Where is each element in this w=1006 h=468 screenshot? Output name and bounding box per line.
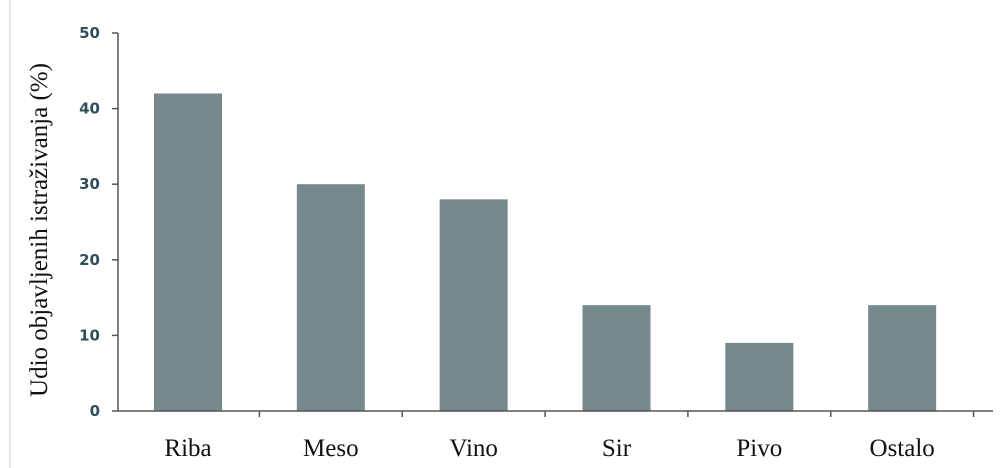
y-tick-label: 0 [90, 402, 100, 420]
y-tick-label: 20 [79, 251, 100, 269]
x-tick-label: Sir [602, 435, 632, 462]
x-tick-label: Pivo [736, 435, 782, 462]
y-axis-ticks: 0 10 20 30 40 50 [79, 24, 118, 420]
x-axis-labels: Riba Meso Vino Sir Pivo Ostalo [164, 411, 973, 462]
y-tick-label: 30 [79, 175, 100, 193]
y-tick-label: 50 [79, 24, 100, 42]
bar-vino [440, 199, 508, 411]
y-tick-label: 40 [79, 100, 100, 118]
x-tick-label: Vino [449, 435, 498, 462]
y-tick-label: 10 [79, 326, 100, 344]
y-axis-title: Udio objavljenih istraživanja (%) [26, 63, 53, 397]
x-tick-label: Riba [164, 435, 211, 462]
bar-sir [583, 305, 651, 411]
x-tick-label: Ostalo [870, 435, 935, 462]
bar-pivo [725, 343, 793, 411]
bar-riba [154, 93, 222, 411]
bars-group [154, 93, 936, 411]
bar-meso [297, 184, 365, 411]
bar-ostalo [868, 305, 936, 411]
x-tick-label: Meso [303, 435, 359, 462]
